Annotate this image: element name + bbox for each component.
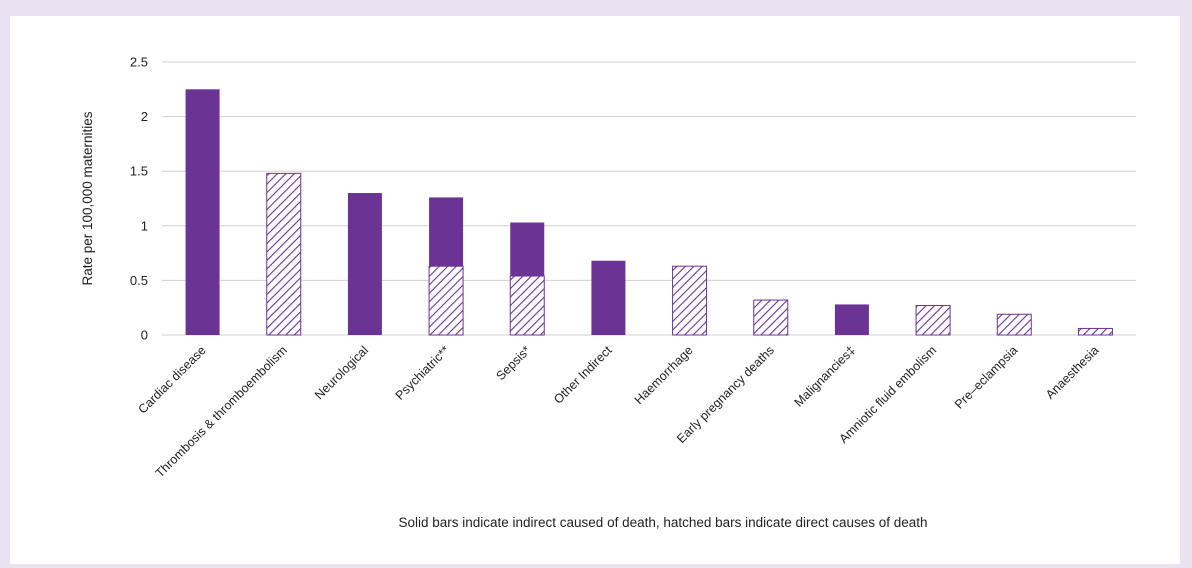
gridlines bbox=[162, 61, 1136, 336]
y-axis-title: Rate per 100,000 maternities bbox=[80, 111, 95, 285]
x-category-label: Other Indirect bbox=[551, 343, 615, 407]
chart-panel: 0 0.5 1 1.5 2 2.5 Cardiac disease Thrombosis &… bbox=[10, 16, 1180, 564]
bar-indirect-solid bbox=[834, 304, 869, 335]
x-category-label: Haemorrhage bbox=[632, 343, 696, 407]
x-category-label: Cardiac disease bbox=[135, 343, 208, 416]
x-category-label: Malignancies‡ bbox=[792, 343, 858, 409]
y-tick-label: 0 bbox=[141, 328, 148, 343]
x-category-label: Thrombosis & thromboembolism bbox=[153, 343, 290, 480]
bar-direct-hatched bbox=[753, 299, 789, 336]
bar-direct-hatched bbox=[915, 305, 951, 336]
x-category-label: Neurological bbox=[312, 343, 371, 402]
y-tick-label: 2 bbox=[141, 109, 148, 124]
y-axis-ticks: 0 0.5 1 1.5 2 2.5 bbox=[130, 55, 148, 343]
y-tick-label: 1 bbox=[141, 218, 148, 233]
bar-direct-hatched bbox=[996, 313, 1032, 336]
x-category-label: Anaesthesia bbox=[1043, 343, 1102, 402]
x-category-label: Pre–eclampsia bbox=[952, 343, 1020, 411]
x-axis-caption: Solid bars indicate indirect caused of d… bbox=[398, 515, 927, 530]
bar-indirect-solid bbox=[347, 193, 382, 335]
bar-direct-hatched bbox=[428, 265, 464, 336]
bar-direct-hatched bbox=[1077, 327, 1113, 336]
x-category-label: Sepsis* bbox=[493, 343, 533, 383]
bar-direct-hatched bbox=[509, 275, 545, 336]
bar-direct-hatched bbox=[672, 265, 708, 336]
bar-indirect-solid bbox=[429, 197, 464, 267]
bar-indirect-solid bbox=[591, 260, 626, 335]
x-category-label: Psychiatric** bbox=[393, 343, 453, 403]
bar-direct-hatched bbox=[266, 172, 302, 336]
y-tick-label: 1.5 bbox=[130, 164, 148, 179]
bar-indirect-solid bbox=[185, 89, 220, 335]
y-tick-label: 2.5 bbox=[130, 55, 148, 70]
y-tick-label: 0.5 bbox=[130, 273, 148, 288]
bars bbox=[185, 89, 1113, 336]
bar-indirect-solid bbox=[510, 222, 545, 277]
